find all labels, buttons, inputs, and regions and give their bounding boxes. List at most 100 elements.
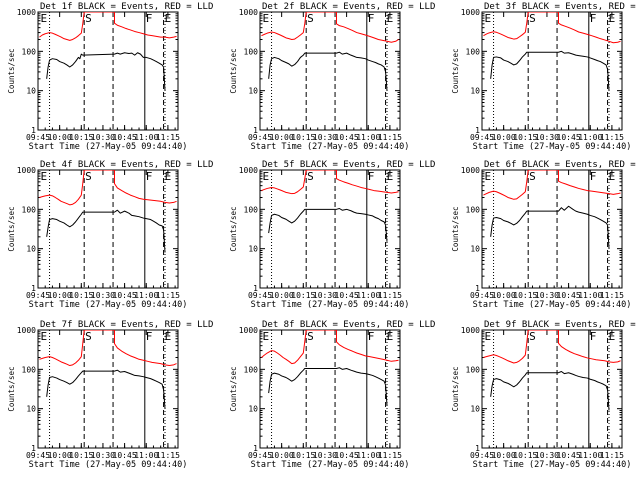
x-tick-label: 10:45 (113, 291, 137, 300)
y-tick-label: 10 (26, 87, 36, 96)
y-tick-label: 1 (253, 444, 258, 453)
marker-label-f: F (368, 330, 375, 343)
panel-title: Det 8f BLACK = Events, RED = LLD (262, 320, 435, 330)
x-tick-label: 11:00 (356, 291, 380, 300)
y-axis-label: Counts/sec (7, 48, 16, 93)
plot-frame (481, 169, 623, 289)
y-tick-label: 1000 (461, 8, 480, 17)
marker-label-f: F (590, 170, 597, 183)
x-tick-label: 11:15 (600, 291, 624, 300)
y-tick-label: 1 (31, 444, 36, 453)
x-tick-label: 10:30 (535, 133, 559, 142)
x-tick-label: 10:00 (270, 451, 294, 460)
panel-det-8: Det 8f BLACK = Events, RED = LLD 1 10 100 10… (229, 320, 435, 470)
marker-label-s: S (529, 170, 536, 183)
x-tick-label: 10:15 (291, 133, 315, 142)
marker-label-e: E (387, 12, 394, 25)
y-tick-label: 10 (248, 405, 258, 414)
y-axis-label: Counts/sec (229, 206, 238, 251)
marker-label-s: S (529, 12, 536, 25)
y-tick-label: 1000 (239, 326, 258, 335)
y-axis-label: Counts/sec (451, 366, 460, 411)
marker-label-e: E (484, 170, 491, 183)
y-tick-label: 100 (244, 205, 259, 214)
x-axis-label: Start Time (27-May-05 09:44:40) (473, 460, 632, 470)
x-tick-label: 09:45 (248, 291, 272, 300)
x-tick-label: 10:30 (91, 133, 115, 142)
x-tick-label: 10:30 (313, 133, 337, 142)
lld-series-line (483, 330, 621, 364)
y-axis-label: Counts/sec (7, 366, 16, 411)
x-tick-label: 10:15 (291, 451, 315, 460)
y-tick-label: 100 (22, 47, 37, 56)
x-tick-label: 11:15 (378, 451, 402, 460)
panel-title: Det 1f BLACK = Events, RED = LLD (40, 2, 213, 12)
lld-series-line (483, 12, 621, 44)
x-axis-label: Start Time (27-May-05 09:44:40) (29, 142, 188, 152)
marker-label-s: S (85, 12, 92, 25)
marker-label-e: E (165, 12, 172, 25)
y-axis-label: Counts/sec (451, 206, 460, 251)
marker-label-s: S (307, 170, 314, 183)
x-tick-label: 11:00 (578, 451, 602, 460)
x-tick-label: 09:45 (470, 133, 494, 142)
x-tick-label: 10:00 (492, 133, 516, 142)
x-tick-label: 10:15 (513, 133, 537, 142)
panel-det-9: Det 9f BLACK = Events, RED = LLD 1 10 100 10… (451, 320, 640, 470)
y-tick-label: 10 (26, 405, 36, 414)
y-axis-label: Counts/sec (451, 48, 460, 93)
x-tick-label: 10:30 (313, 451, 337, 460)
y-tick-label: 1000 (17, 166, 36, 175)
x-tick-label: 09:45 (26, 291, 50, 300)
x-tick-label: 10:15 (69, 451, 93, 460)
x-tick-label: 09:45 (470, 291, 494, 300)
plot-frame (481, 329, 623, 449)
x-axis-label: Start Time (27-May-05 09:44:40) (251, 142, 410, 152)
marker-label-e: E (484, 12, 491, 25)
marker-label-f: F (146, 170, 153, 183)
y-tick-label: 100 (466, 365, 481, 374)
plot-frame (259, 11, 401, 131)
events-series-line (268, 367, 388, 406)
x-axis-label: Start Time (27-May-05 09:44:40) (29, 460, 188, 470)
x-tick-label: 10:00 (48, 451, 72, 460)
x-tick-label: 10:00 (270, 133, 294, 142)
panel-det-1: Det 1f BLACK = Events, RED = LLD 1 10 100 10… (7, 2, 213, 152)
y-tick-label: 1000 (461, 166, 480, 175)
x-tick-label: 10:45 (113, 451, 137, 460)
y-tick-label: 1000 (17, 8, 36, 17)
x-tick-label: 09:45 (470, 451, 494, 460)
y-tick-label: 1000 (17, 326, 36, 335)
marker-label-f: F (590, 12, 597, 25)
x-tick-label: 10:45 (557, 451, 581, 460)
marker-label-e: E (387, 330, 394, 343)
marker-label-f: F (146, 330, 153, 343)
x-tick-label: 10:00 (48, 291, 72, 300)
panel-det-2: Det 2f BLACK = Events, RED = LLD 1 10 100 10… (229, 2, 435, 152)
y-tick-label: 10 (470, 87, 480, 96)
x-axis-label: Start Time (27-May-05 09:44:40) (473, 142, 632, 152)
x-tick-label: 10:00 (48, 133, 72, 142)
panel-title: Det 5f BLACK = Events, RED = LLD (262, 160, 435, 170)
y-tick-label: 1 (31, 126, 36, 135)
x-tick-label: 10:15 (513, 291, 537, 300)
y-tick-label: 100 (244, 365, 259, 374)
x-tick-label: 11:15 (378, 291, 402, 300)
plot-frame (37, 11, 179, 131)
marker-label-e: E (40, 12, 47, 25)
x-tick-label: 10:45 (335, 133, 359, 142)
x-tick-label: 10:45 (113, 133, 137, 142)
x-tick-label: 11:00 (578, 291, 602, 300)
x-tick-label: 11:15 (156, 451, 180, 460)
x-axis-label: Start Time (27-May-05 09:44:40) (251, 300, 410, 310)
x-axis-label: Start Time (27-May-05 09:44:40) (29, 300, 188, 310)
x-tick-label: 11:00 (134, 291, 158, 300)
x-tick-label: 10:00 (270, 291, 294, 300)
marker-label-s: S (85, 330, 92, 343)
marker-label-e: E (387, 170, 394, 183)
panel-title: Det 7f BLACK = Events, RED = LLD (40, 320, 213, 330)
plot-frame (259, 329, 401, 449)
y-tick-label: 1 (475, 444, 480, 453)
panel-title: Det 2f BLACK = Events, RED = LLD (262, 2, 435, 12)
